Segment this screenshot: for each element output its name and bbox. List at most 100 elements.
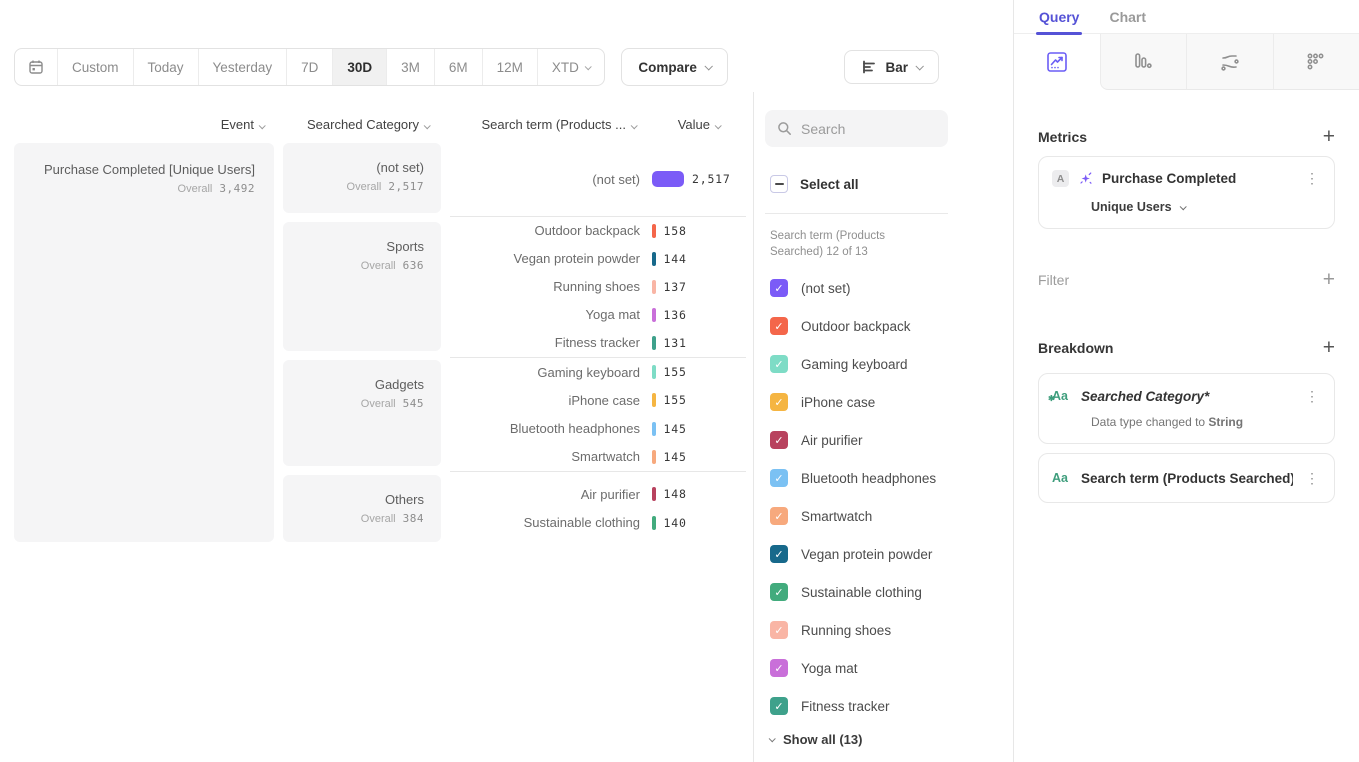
term-row[interactable]: Gaming keyboard 155 xyxy=(450,358,746,386)
value-bar[interactable] xyxy=(652,365,656,380)
range-button-6m[interactable]: 6M xyxy=(435,49,483,85)
tab-chart[interactable]: Chart xyxy=(1109,8,1147,25)
term-row[interactable]: Vegan protein powder 144 xyxy=(450,245,746,273)
value-bar[interactable] xyxy=(652,421,656,436)
measure-dropdown[interactable]: Unique Users xyxy=(1091,200,1322,214)
breakdown-card-search-term[interactable]: Aa Search term (Products Searched) ⋮ xyxy=(1038,453,1335,503)
term-row[interactable]: Air purifier 148 xyxy=(450,480,746,508)
series-checkbox-item[interactable]: ✓ Yoga mat xyxy=(770,649,1005,687)
breakdown-card-searched-category[interactable]: Aa ✱ Searched Category* ⋮ Data type chang… xyxy=(1038,373,1335,444)
term-row[interactable]: iPhone case 155 xyxy=(450,386,746,414)
checkbox-checked-icon: ✓ xyxy=(770,469,788,487)
chevron-down-icon xyxy=(714,122,722,130)
tab-query[interactable]: Query xyxy=(1035,0,1083,35)
series-checkbox-item[interactable]: ✓ Sustainable clothing xyxy=(770,573,1005,611)
series-checkbox-item[interactable]: ✓ (not set) xyxy=(770,269,1005,307)
range-button-today[interactable]: Today xyxy=(134,49,199,85)
add-filter-button[interactable]: + xyxy=(1322,268,1335,291)
series-checkbox-item[interactable]: ✓ Fitness tracker xyxy=(770,687,1005,725)
series-checkbox-item[interactable]: ✓ iPhone case xyxy=(770,383,1005,421)
breakdown-name: Searched Category* xyxy=(1081,388,1210,404)
column-header-searched-category[interactable]: Searched Category xyxy=(283,117,431,133)
metric-menu-button[interactable]: ⋮ xyxy=(1305,170,1319,186)
range-button-30d[interactable]: 30D xyxy=(333,49,388,85)
category-card[interactable]: Others Overall 384 xyxy=(283,475,441,542)
value-label: 145 xyxy=(663,421,687,436)
report-tab-flows[interactable] xyxy=(1186,34,1273,90)
breakdown-menu-button[interactable]: ⋮ xyxy=(1305,387,1319,404)
value-bar[interactable] xyxy=(652,171,684,188)
add-metric-button[interactable]: + xyxy=(1322,125,1335,148)
category-column: (not set) Overall 2,517 Sports Overall 636 Gad… xyxy=(283,143,441,542)
term-row[interactable]: Fitness tracker 131 xyxy=(450,329,746,357)
report-tab-funnels[interactable] xyxy=(1099,34,1186,90)
term-row[interactable]: Smartwatch 145 xyxy=(450,443,746,471)
column-header-value[interactable]: Value xyxy=(650,117,722,133)
value-bar[interactable] xyxy=(652,223,656,238)
series-checkbox-item[interactable]: ✓ Outdoor backpack xyxy=(770,307,1005,345)
show-all-button[interactable]: Show all (13) xyxy=(768,732,862,747)
range-button-3m[interactable]: 3M xyxy=(387,49,435,85)
calendar-button[interactable] xyxy=(15,49,58,85)
checkbox-checked-icon: ✓ xyxy=(770,659,788,677)
series-label: Yoga mat xyxy=(801,660,858,676)
category-card[interactable]: Sports Overall 636 xyxy=(283,222,441,351)
term-row[interactable]: Running shoes 137 xyxy=(450,273,746,301)
value-bar[interactable] xyxy=(652,279,656,294)
series-checkbox-item[interactable]: ✓ Smartwatch xyxy=(770,497,1005,535)
chevron-down-icon xyxy=(768,735,776,743)
value-bar[interactable] xyxy=(652,251,656,266)
metrics-header: Metrics + xyxy=(1038,125,1335,148)
series-checkbox-item[interactable]: ✓ Air purifier xyxy=(770,421,1005,459)
column-header-search-term[interactable]: Search term (Products ... xyxy=(450,117,638,133)
select-all-checkbox[interactable]: Select all xyxy=(770,175,859,193)
search-placeholder: Search xyxy=(801,120,846,137)
compare-button[interactable]: Compare xyxy=(621,48,728,86)
category-card[interactable]: Gadgets Overall 545 xyxy=(283,360,441,466)
term-row[interactable]: Yoga mat 136 xyxy=(450,301,746,329)
string-property-icon: Aa ✱ xyxy=(1048,389,1068,403)
value-bar[interactable] xyxy=(652,393,656,408)
range-button-custom[interactable]: Custom xyxy=(58,49,134,85)
series-checkbox-item[interactable]: ✓ Running shoes xyxy=(770,611,1005,649)
category-card[interactable]: (not set) Overall 2,517 xyxy=(283,143,441,213)
range-button-7d[interactable]: 7D xyxy=(287,49,334,85)
event-card[interactable]: Purchase Completed [Unique Users] Overal… xyxy=(14,143,274,542)
term-group: Outdoor backpack 158 Vegan protein powder 1… xyxy=(450,215,746,358)
term-row[interactable]: Sustainable clothing 140 xyxy=(450,508,746,536)
value-bar[interactable] xyxy=(652,515,656,530)
metric-card[interactable]: A Purchase Completed ⋮ Unique Users xyxy=(1038,156,1335,229)
term-row[interactable]: Bluetooth headphones 145 xyxy=(450,415,746,443)
value-label: 136 xyxy=(663,307,687,322)
range-button-xtd[interactable]: XTD xyxy=(538,49,604,85)
term-row[interactable]: Outdoor backpack 158 xyxy=(450,217,746,245)
search-input[interactable]: Search xyxy=(765,110,948,147)
column-header-event[interactable]: Event xyxy=(14,117,266,133)
value-bar[interactable] xyxy=(652,307,656,322)
value-label: 158 xyxy=(663,223,687,238)
terms-column: (not set) 2,517 Outdoor backpack 158 Vegan p… xyxy=(450,143,746,542)
term-label: Yoga mat xyxy=(585,307,640,323)
breakdown-menu-button[interactable]: ⋮ xyxy=(1305,469,1319,486)
report-tab-retention[interactable] xyxy=(1272,34,1359,90)
series-checkbox-item[interactable]: ✓ Vegan protein powder xyxy=(770,535,1005,573)
add-breakdown-button[interactable]: + xyxy=(1322,336,1335,359)
term-label: Running shoes xyxy=(553,279,640,295)
report-tab-insights[interactable] xyxy=(1014,34,1100,90)
series-checkbox-item[interactable]: ✓ Gaming keyboard xyxy=(770,345,1005,383)
value-bar[interactable] xyxy=(652,449,656,464)
series-checkbox-item[interactable]: ✓ Bluetooth headphones xyxy=(770,459,1005,497)
term-label: Air purifier xyxy=(580,486,640,502)
value-bar[interactable] xyxy=(652,335,656,350)
value-bar[interactable] xyxy=(652,487,656,502)
chart-type-button[interactable]: Bar xyxy=(844,50,939,84)
term-row[interactable]: (not set) 2,517 xyxy=(450,165,746,193)
metric-name: Purchase Completed xyxy=(1102,171,1237,186)
range-button-yesterday[interactable]: Yesterday xyxy=(199,49,288,85)
retention-icon xyxy=(1307,53,1324,69)
value-label: 144 xyxy=(663,251,687,266)
metric-letter-badge: A xyxy=(1052,170,1069,187)
term-label: Smartwatch xyxy=(571,449,640,465)
range-button-12m[interactable]: 12M xyxy=(483,49,538,85)
